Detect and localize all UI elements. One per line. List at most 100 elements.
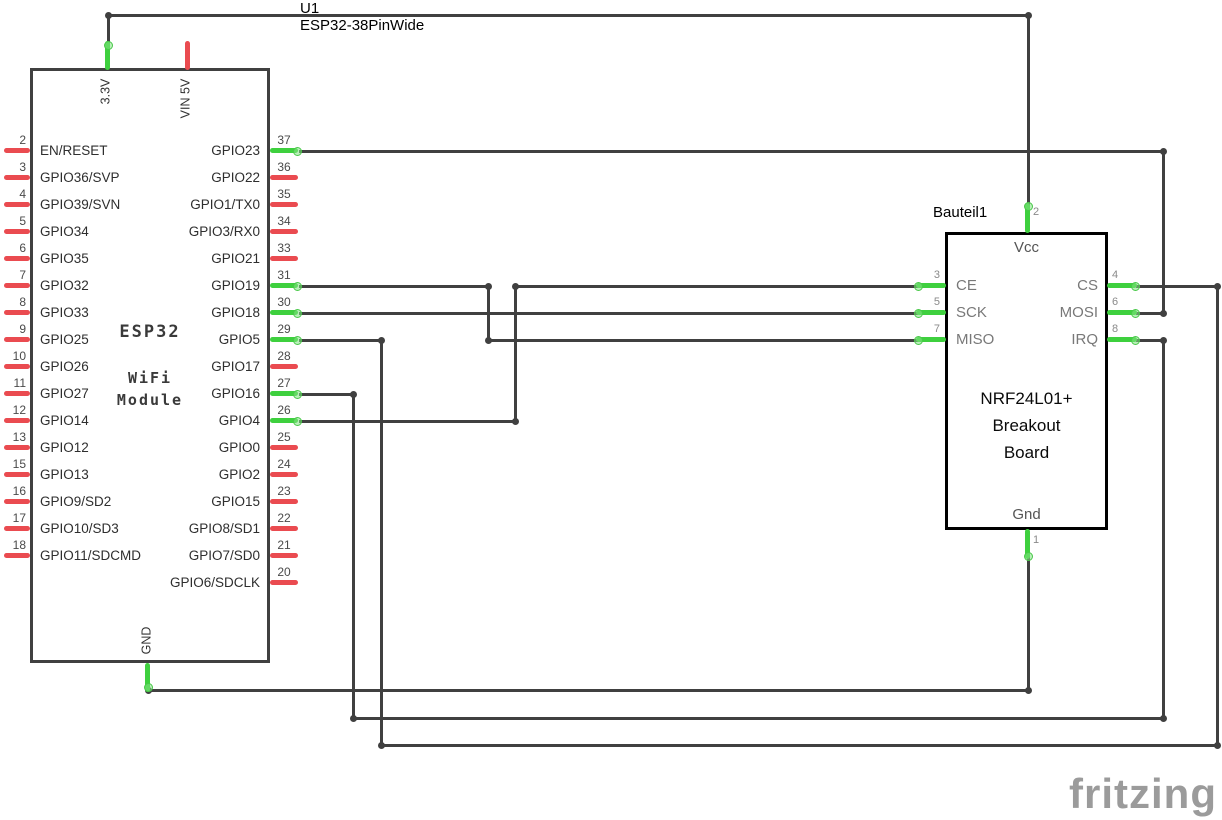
wire-gpio18-to-sck[interactable] xyxy=(299,312,918,315)
pin-stub-GND[interactable] xyxy=(145,663,150,692)
wire-gpio5-to-cs[interactable] xyxy=(381,744,1217,747)
nrf24-body-title-2: Breakout xyxy=(992,416,1061,435)
wire-gpio4-to-ce[interactable] xyxy=(515,285,918,288)
pin-stub-EN/RESET[interactable] xyxy=(4,148,30,153)
wire-gpio19-to-miso[interactable] xyxy=(299,285,488,288)
wire-gpio5-to-cs[interactable] xyxy=(380,339,383,746)
esp32-pin-label: GPIO3/RX0 xyxy=(188,224,260,239)
wire-3v3-to-vcc[interactable] xyxy=(1027,14,1030,208)
pin-stub-GPIO11/SDCMD[interactable] xyxy=(4,553,30,558)
pin-connection-ring xyxy=(1131,309,1140,318)
pin-stub-GPIO0[interactable] xyxy=(270,445,298,450)
esp32-reference-label[interactable]: U1 xyxy=(300,0,320,17)
pin-stub-GPIO3/RX0[interactable] xyxy=(270,229,298,234)
wire-bend-dot xyxy=(105,12,112,19)
esp32-pin-label: 3.3V xyxy=(98,78,113,105)
pin-stub-GPIO39/SVN[interactable] xyxy=(4,202,30,207)
pin-stub-GPIO15[interactable] xyxy=(270,499,298,504)
esp32-pin-label: VIN 5V xyxy=(178,78,193,119)
pin-stub-GPIO7/SD0[interactable] xyxy=(270,553,298,558)
pin-stub-CS[interactable] xyxy=(1107,283,1137,288)
wire-gpio19-to-miso[interactable] xyxy=(488,339,918,342)
esp32-pin-label: GPIO23 xyxy=(211,143,260,158)
pin-stub-GPIO12[interactable] xyxy=(4,445,30,450)
pin-stub-GPIO21[interactable] xyxy=(270,256,298,261)
esp32-pin-number: 5 xyxy=(19,214,26,228)
wire-gpio4-to-ce[interactable] xyxy=(299,420,515,423)
wire-gnd-to-gnd[interactable] xyxy=(1027,556,1030,691)
wire-3v3-to-vcc[interactable] xyxy=(108,14,1028,17)
pin-stub-GPIO23[interactable] xyxy=(270,148,298,153)
nrf24-component-body[interactable] xyxy=(945,232,1108,530)
pin-stub-MOSI[interactable] xyxy=(1107,310,1137,315)
nrf24-reference-label[interactable]: Bauteil1 xyxy=(933,204,988,221)
wire-gpio16-to-irq[interactable] xyxy=(353,717,1163,720)
wire-bend-dot xyxy=(1214,283,1221,290)
pin-stub-GPIO5[interactable] xyxy=(270,337,298,342)
pin-stub-GPIO13[interactable] xyxy=(4,472,30,477)
pin-stub-GPIO10/SD3[interactable] xyxy=(4,526,30,531)
pin-stub-GPIO32[interactable] xyxy=(4,283,30,288)
nrf24-pin-number: 2 xyxy=(1033,206,1040,218)
pin-stub-GPIO36/SVP[interactable] xyxy=(4,175,30,180)
pin-stub-GPIO35[interactable] xyxy=(4,256,30,261)
wire-gpio4-to-ce[interactable] xyxy=(514,285,517,422)
pin-stub-VIN 5V[interactable] xyxy=(185,41,190,70)
wire-gpio16-to-irq[interactable] xyxy=(299,393,353,396)
wire-gpio5-to-cs[interactable] xyxy=(1216,285,1219,746)
pin-stub-GPIO27[interactable] xyxy=(4,391,30,396)
pin-stub-GPIO19[interactable] xyxy=(270,283,298,288)
pin-stub-GPIO2[interactable] xyxy=(270,472,298,477)
esp32-component-body[interactable] xyxy=(30,68,270,663)
wire-gpio16-to-irq[interactable] xyxy=(1136,339,1163,342)
pin-stub-GPIO22[interactable] xyxy=(270,175,298,180)
esp32-pin-number: 27 xyxy=(277,376,291,390)
pin-stub-GPIO33[interactable] xyxy=(4,310,30,315)
esp32-pin-number: 2 xyxy=(19,133,26,147)
esp32-pin-number: 6 xyxy=(19,241,26,255)
pin-connection-ring xyxy=(1131,282,1140,291)
esp32-pin-number: 35 xyxy=(277,187,291,201)
esp32-pin-label: GPIO8/SD1 xyxy=(188,521,260,536)
pin-stub-GPIO9/SD2[interactable] xyxy=(4,499,30,504)
wire-gnd-to-gnd[interactable] xyxy=(148,689,1028,692)
esp32-pin-label: GPIO13 xyxy=(40,467,89,482)
wire-gpio23-to-mosi[interactable] xyxy=(299,150,1163,153)
wire-bend-dot xyxy=(485,337,492,344)
pin-stub-Vcc[interactable] xyxy=(1025,203,1030,233)
pin-stub-GPIO34[interactable] xyxy=(4,229,30,234)
pin-stub-MISO[interactable] xyxy=(916,337,946,342)
nrf24-pin-label: Gnd xyxy=(1012,506,1041,523)
pin-stub-Gnd[interactable] xyxy=(1025,529,1030,559)
pin-stub-GPIO16[interactable] xyxy=(270,391,298,396)
pin-stub-GPIO18[interactable] xyxy=(270,310,298,315)
esp32-pin-number: 13 xyxy=(12,430,26,444)
wire-gpio23-to-mosi[interactable] xyxy=(1136,312,1163,315)
wire-gpio16-to-irq[interactable] xyxy=(1162,339,1165,719)
pin-stub-SCK[interactable] xyxy=(916,310,946,315)
esp32-pin-number: 18 xyxy=(12,538,26,552)
wire-3v3-to-vcc[interactable] xyxy=(107,14,110,47)
esp32-pin-label: GPIO22 xyxy=(211,170,260,185)
pin-stub-GPIO4[interactable] xyxy=(270,418,298,423)
wire-gpio16-to-irq[interactable] xyxy=(352,393,355,719)
pin-stub-GPIO6/SDCLK[interactable] xyxy=(270,580,298,585)
nrf24-pin-number: 7 xyxy=(933,323,940,335)
esp32-pin-number: 21 xyxy=(277,538,291,552)
pin-stub-GPIO25[interactable] xyxy=(4,337,30,342)
pin-stub-GPIO17[interactable] xyxy=(270,364,298,369)
pin-stub-GPIO26[interactable] xyxy=(4,364,30,369)
esp32-part-name-label[interactable]: ESP32-38PinWide xyxy=(300,17,425,34)
pin-stub-3.3V[interactable] xyxy=(105,41,110,70)
pin-stub-CE[interactable] xyxy=(916,283,946,288)
pin-stub-GPIO14[interactable] xyxy=(4,418,30,423)
pin-stub-IRQ[interactable] xyxy=(1107,337,1137,342)
wire-bend-dot xyxy=(1160,310,1167,317)
pin-stub-GPIO1/TX0[interactable] xyxy=(270,202,298,207)
wire-gpio5-to-cs[interactable] xyxy=(1136,285,1217,288)
pin-stub-GPIO8/SD1[interactable] xyxy=(270,526,298,531)
esp32-pin-number: 9 xyxy=(19,322,26,336)
wire-gpio5-to-cs[interactable] xyxy=(299,339,381,342)
wire-gpio23-to-mosi[interactable] xyxy=(1162,150,1165,314)
esp32-body-subtitle-1: WiFi xyxy=(127,369,173,387)
